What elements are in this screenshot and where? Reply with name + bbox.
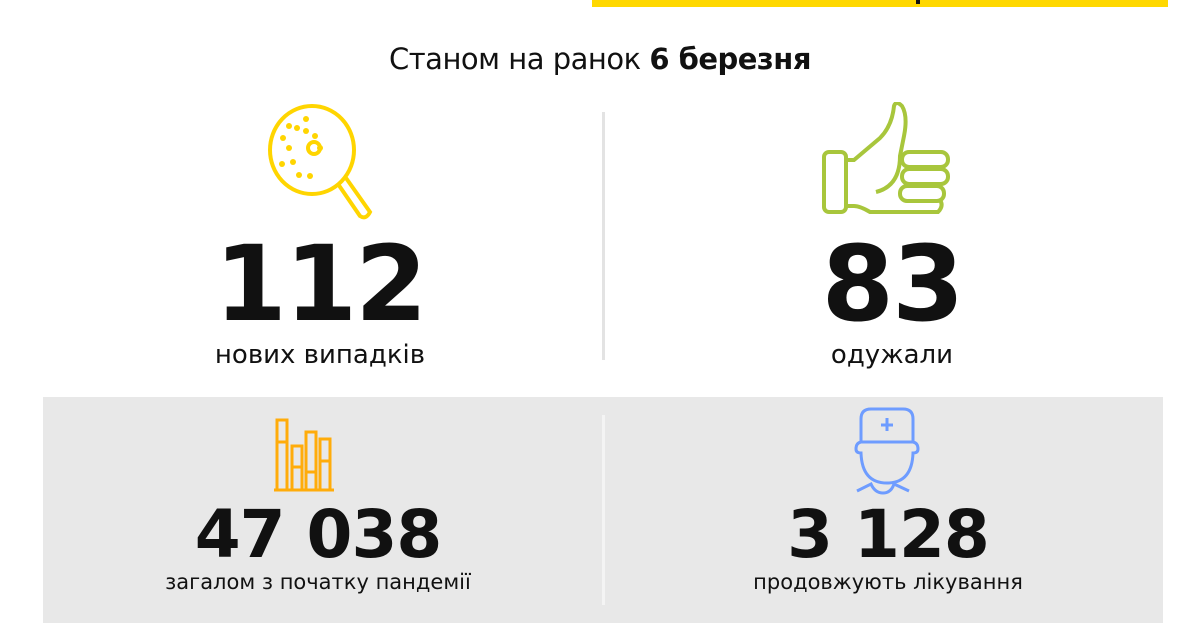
date-heading: Станом на ранок 6 березня xyxy=(0,42,1200,76)
stat-label: нових випадків xyxy=(214,340,426,370)
date-prefix: Станом на ранок xyxy=(389,42,641,76)
thumbs-up-icon xyxy=(822,102,950,214)
date-value: 6 березня xyxy=(649,42,811,76)
virus-magnifier-icon xyxy=(268,104,373,220)
divider xyxy=(602,415,605,605)
divider xyxy=(602,112,605,360)
stat-label: одужали xyxy=(830,340,954,370)
doctor-icon xyxy=(854,407,920,495)
accent-mark xyxy=(916,0,920,4)
top-accent-bar xyxy=(592,0,1168,7)
stat-value: 3 128 xyxy=(787,496,990,573)
new-cases-stat: 112 нових випадків xyxy=(120,232,520,370)
stat-value: 47 038 xyxy=(194,496,443,573)
in-treatment-stat: 3 128 продовжують лікування xyxy=(688,496,1088,595)
bar-chart-icon xyxy=(274,418,334,492)
total-stat: 47 038 загалом з початку пандемії xyxy=(118,496,518,595)
stat-value: 83 xyxy=(821,223,965,345)
stat-label: загалом з початку пандемії xyxy=(165,570,471,594)
recovered-stat: 83 одужали xyxy=(692,232,1092,370)
stat-label: продовжують лікування xyxy=(753,570,1023,594)
stat-value: 112 xyxy=(214,223,427,345)
